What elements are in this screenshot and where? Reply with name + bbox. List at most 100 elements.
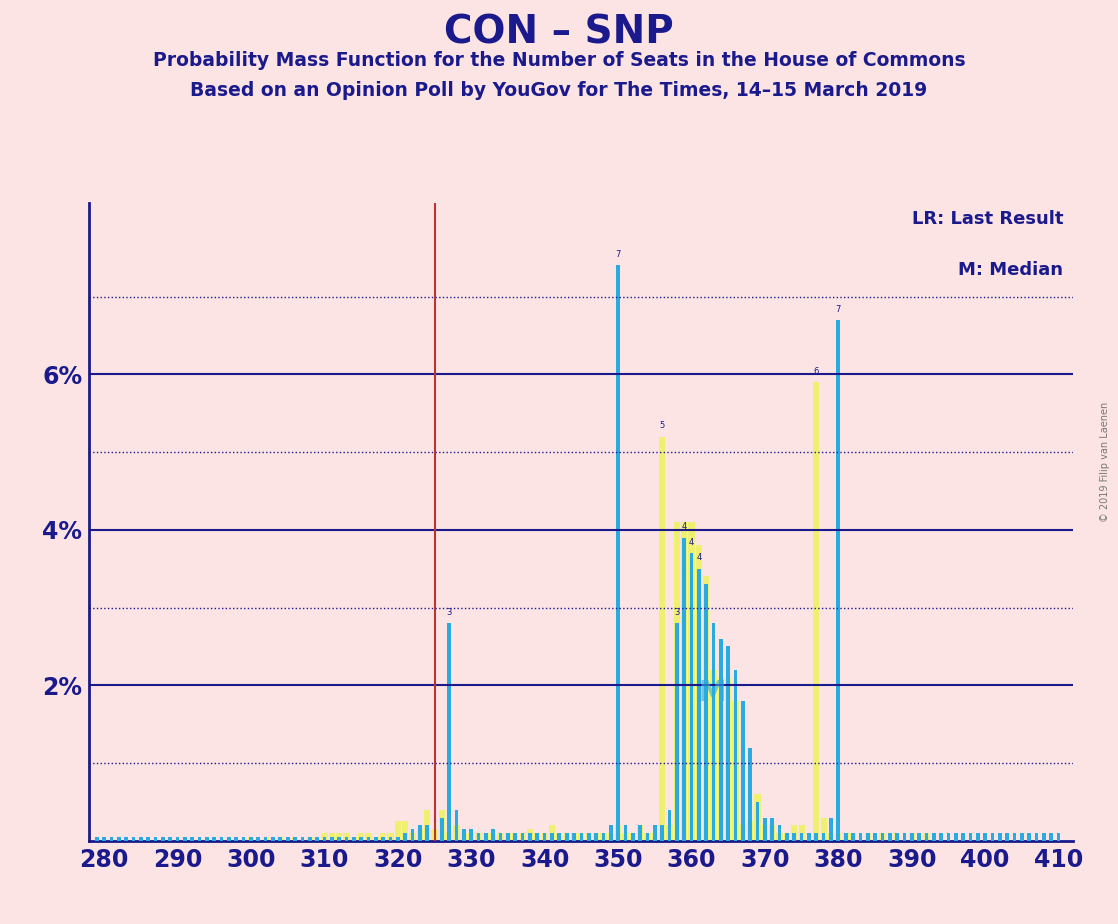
Bar xyxy=(888,833,891,841)
Bar xyxy=(850,833,856,841)
Bar xyxy=(321,833,328,841)
Bar xyxy=(661,825,664,841)
Bar xyxy=(446,833,453,841)
Bar xyxy=(366,833,371,841)
Bar xyxy=(629,833,636,841)
Bar xyxy=(947,833,950,841)
Bar xyxy=(550,833,553,841)
Bar xyxy=(293,837,297,841)
Bar xyxy=(1042,833,1045,841)
Bar xyxy=(704,584,708,841)
Bar xyxy=(483,833,489,841)
Bar xyxy=(161,837,164,841)
Bar xyxy=(587,833,590,841)
Bar xyxy=(338,837,341,841)
Bar xyxy=(263,837,268,841)
Bar xyxy=(864,833,871,841)
Bar xyxy=(807,833,811,841)
Bar xyxy=(984,833,987,841)
Bar xyxy=(512,833,519,841)
Bar xyxy=(102,837,106,841)
Bar xyxy=(682,538,686,841)
Bar xyxy=(623,833,628,841)
Text: Based on an Opinion Poll by YouGov for The Times, 14–15 March 2019: Based on an Opinion Poll by YouGov for T… xyxy=(190,81,928,101)
Bar xyxy=(470,829,473,841)
Text: Probability Mass Function for the Number of Seats in the House of Commons: Probability Mass Function for the Number… xyxy=(153,51,965,70)
Bar xyxy=(521,833,524,841)
Bar xyxy=(264,837,267,841)
Bar xyxy=(1057,833,1061,841)
Bar xyxy=(939,833,942,841)
Bar xyxy=(667,809,671,841)
Bar xyxy=(798,825,805,841)
Bar xyxy=(695,545,702,841)
Bar xyxy=(380,833,386,841)
Bar xyxy=(923,833,929,841)
Bar xyxy=(813,383,819,841)
Bar xyxy=(718,677,724,841)
Text: M: Median: M: Median xyxy=(958,261,1063,279)
Bar xyxy=(373,837,378,841)
Bar xyxy=(396,837,399,841)
Bar xyxy=(896,833,899,841)
Bar xyxy=(292,837,299,841)
Bar xyxy=(563,833,570,841)
Bar xyxy=(740,825,746,841)
Bar xyxy=(367,837,370,841)
Bar xyxy=(402,821,408,841)
Bar xyxy=(389,837,392,841)
Bar xyxy=(879,833,885,841)
Bar xyxy=(815,833,818,841)
Bar xyxy=(117,837,121,841)
Bar xyxy=(991,833,994,841)
Bar xyxy=(461,833,467,841)
Bar xyxy=(572,833,576,841)
Bar xyxy=(476,833,481,841)
Text: 3: 3 xyxy=(446,608,452,617)
Bar xyxy=(387,833,394,841)
Bar xyxy=(424,809,430,841)
Bar xyxy=(1020,833,1024,841)
Text: 6: 6 xyxy=(814,367,819,376)
Bar xyxy=(733,670,738,841)
Bar xyxy=(859,833,862,841)
Bar xyxy=(624,825,627,841)
Bar xyxy=(637,825,643,841)
Bar xyxy=(558,833,561,841)
Bar xyxy=(153,837,158,841)
Bar xyxy=(719,638,722,841)
Bar xyxy=(307,837,312,841)
Bar xyxy=(132,837,135,841)
Bar xyxy=(954,833,958,841)
Bar xyxy=(976,833,979,841)
Bar xyxy=(873,833,877,841)
Bar xyxy=(205,837,209,841)
Bar xyxy=(139,837,143,841)
Bar xyxy=(732,701,739,841)
Bar xyxy=(799,833,804,841)
Bar xyxy=(306,837,313,841)
Bar xyxy=(666,825,673,841)
Bar xyxy=(998,833,1002,841)
Bar xyxy=(343,833,350,841)
Bar xyxy=(227,837,230,841)
Text: © 2019 Filip van Laenen: © 2019 Filip van Laenen xyxy=(1100,402,1110,522)
Bar xyxy=(344,837,348,841)
Bar xyxy=(1005,833,1010,841)
Bar xyxy=(438,809,445,841)
Bar xyxy=(146,837,150,841)
Bar xyxy=(506,833,510,841)
Bar xyxy=(499,833,502,841)
Bar xyxy=(256,837,260,841)
Bar xyxy=(607,833,614,841)
Bar xyxy=(894,833,900,841)
Bar xyxy=(447,623,451,841)
Bar xyxy=(212,837,216,841)
Bar xyxy=(961,833,965,841)
Bar xyxy=(534,833,540,841)
Bar xyxy=(822,833,825,841)
Bar xyxy=(770,818,774,841)
Bar xyxy=(571,833,577,841)
Bar xyxy=(417,829,423,841)
Text: 4: 4 xyxy=(682,522,686,531)
